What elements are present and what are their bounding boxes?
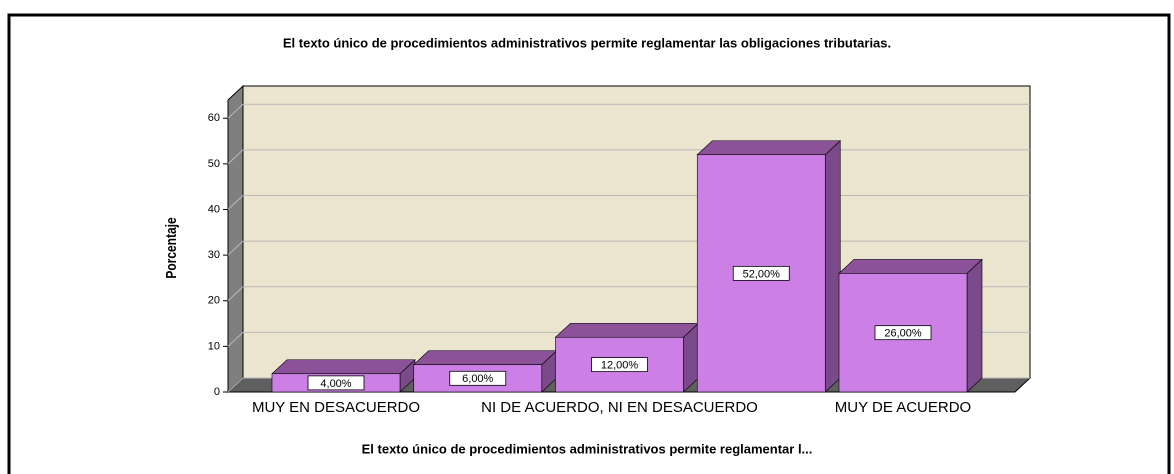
grid-line [227,195,244,210]
value-label-box [591,357,648,373]
value-label: 12,00% [601,360,639,372]
y-tick-label: 50 [208,158,220,170]
bar-top [412,350,558,365]
value-label: 52,00% [743,268,781,280]
x-tick-label: NI DE ACUERDO, NI EN DESACUERDO [481,399,758,416]
grid-line [227,286,244,302]
value-label-box [874,325,932,341]
y-tick-label: 10 [208,340,220,352]
bar-top [696,140,842,156]
value-label-box [732,265,790,281]
grid-line [227,240,244,256]
y-tick-label: 0 [214,386,220,398]
y-tick-label: 30 [208,249,220,261]
grid-line [227,149,244,165]
value-label-box [449,370,507,386]
value-label: 26,00% [884,328,922,340]
y-tick-label: 40 [208,203,220,215]
bar-top [271,359,416,375]
grid-line [227,377,244,393]
chart-title: El texto único de procedimientos adminis… [283,35,891,50]
x-tick-label: MUY DE ACUERDO [834,399,972,416]
bar [696,154,826,393]
value-label: 6,00% [462,373,493,385]
bar-top [838,259,983,274]
y-axis-title: Porcentaje [163,217,180,279]
bar-top [554,322,700,338]
value-label-box [307,375,365,391]
side-wall [227,84,244,394]
y-tick-label: 60 [208,112,220,124]
value-label: 4,00% [320,378,351,390]
frame [7,13,1171,474]
x-axis-title: El texto único de procedimientos adminis… [362,441,813,456]
y-tick-label: 20 [208,295,220,307]
bar-side [966,258,983,393]
grid-line [227,332,244,347]
x-tick-label: MUY EN DESACUERDO [251,399,421,416]
grid-line [227,103,244,119]
bar-side [824,140,841,393]
